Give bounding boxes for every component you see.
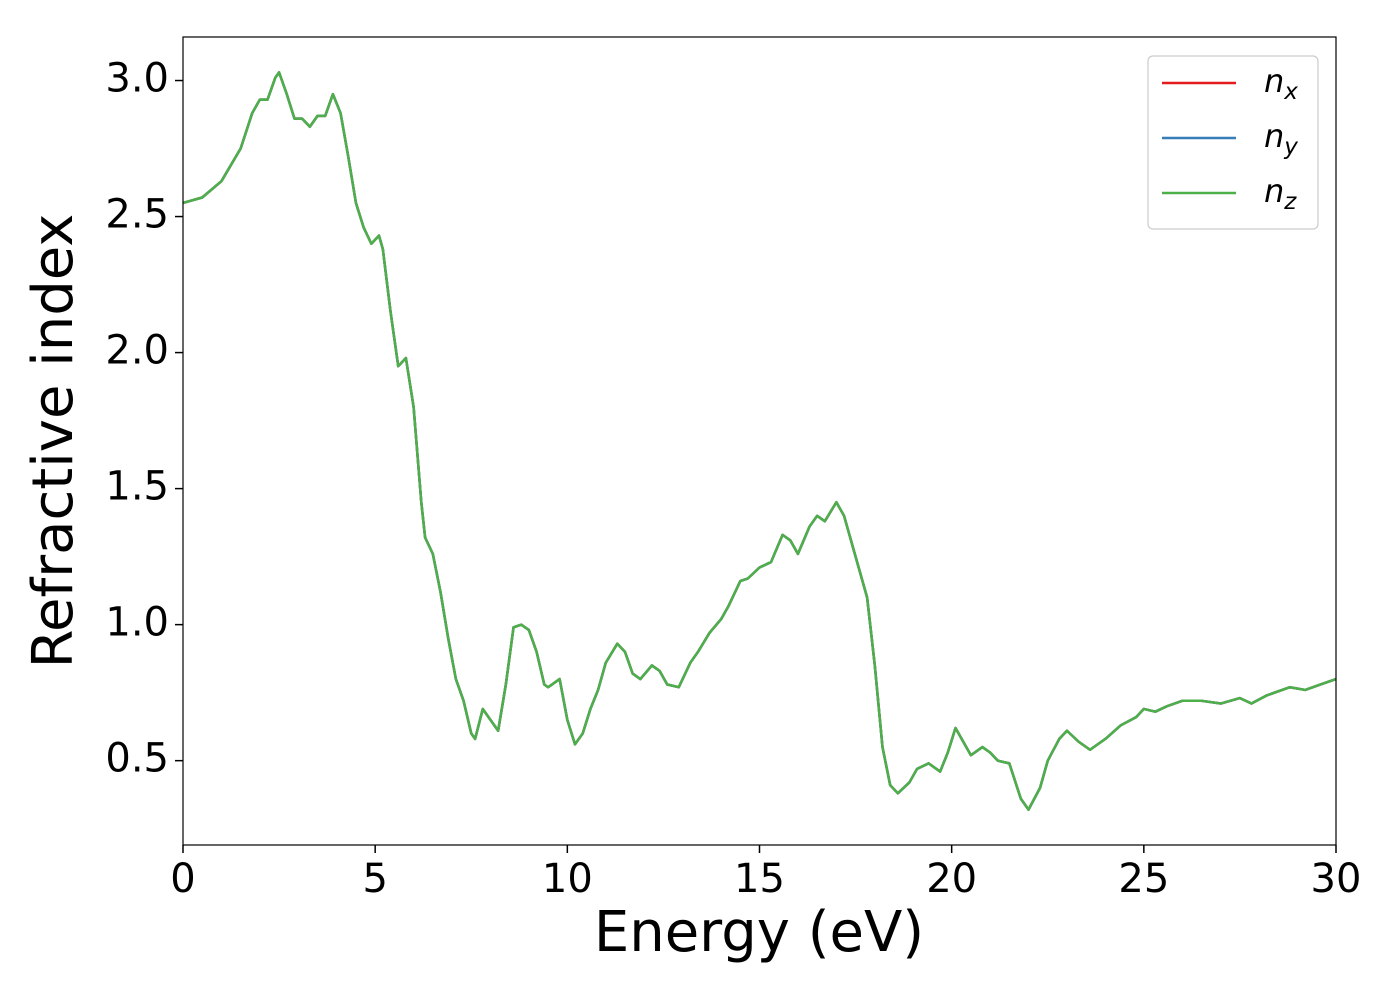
x-tick-label: 10 [542, 856, 593, 902]
y-tick-label: 1.0 [105, 600, 169, 646]
data-line [182, 71, 1337, 811]
y-tick-label: 0.5 [105, 736, 169, 782]
y-tick-label: 2.5 [105, 192, 169, 238]
x-tick-label: 30 [1311, 856, 1362, 902]
y-tick-label: 1.5 [105, 464, 169, 510]
legend-label: ny [1264, 117, 1298, 160]
y-tick-label: 3.0 [105, 56, 169, 102]
legend-box [1147, 55, 1319, 230]
x-tick-label: 25 [1118, 856, 1169, 902]
plot-frame [182, 36, 1337, 846]
y-axis-label: Refractive index [21, 214, 86, 669]
x-tick-label: 20 [926, 856, 977, 902]
y-tick-label: 2.0 [105, 328, 169, 374]
x-tick-label: 0 [170, 856, 195, 902]
x-tick-label: 15 [734, 856, 785, 902]
x-tick-label: 5 [362, 856, 387, 902]
legend-label: nx [1264, 62, 1298, 105]
x-axis-label: Energy (eV) [594, 900, 924, 965]
legend-label: nz [1264, 172, 1297, 215]
